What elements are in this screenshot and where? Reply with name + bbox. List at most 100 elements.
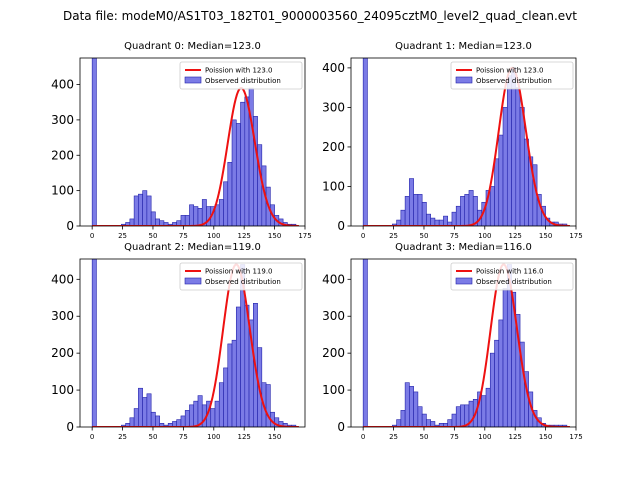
quadrant-2-plot-area [91,259,299,427]
quadrant-2-ytick-label: 400 [51,272,74,286]
quadrant-3-ytick-label: 400 [322,272,345,286]
quadrant-2-ytick-label: 0 [66,420,74,434]
quadrant-1-bar [468,190,474,226]
quadrant-1-ytick-label: 0 [337,219,345,233]
quadrant-0-ytick-label: 300 [51,113,74,127]
quadrant-0-bar [193,206,199,226]
quadrant-1-legend: Poission with 123.0 Observed distribution [450,61,574,90]
quadrant-1-axes-frame [350,57,577,227]
quadrant-0-bar [189,204,195,226]
quadrant-3-bar [498,319,504,427]
quadrant-2-xtick-label: 100 [207,433,220,441]
quadrant-2-ytick-label: 300 [51,309,74,323]
quadrant-3-bar [421,413,427,427]
quadrant-0-bar [231,119,237,226]
quadrant-3-bar [502,288,508,427]
quadrant-3-bar [396,419,402,427]
quadrant-1-xtick-label: 125 [509,232,522,240]
quadrant-2-xtick-label: 125 [238,433,251,441]
quadrant-2-xtick-label: 150 [268,433,281,441]
quadrant-0-xtick-label: 75 [179,232,188,240]
quadrant-2-ytick-label: 100 [51,383,74,397]
quadrant-2-bar [214,400,220,427]
quadrant-3-axes-frame [350,258,577,428]
quadrant-2-bar [150,411,156,427]
quadrant-1-legend-observed-swatch [455,76,473,84]
quadrant-3-xtick-label: 100 [478,433,491,441]
quadrant-1-bar [515,87,521,226]
quadrant-2-panel: 0 100 200 300 400 0 25 50 75 100 125 150 Quadrant 2:… [51,242,306,441]
quadrant-2-bar [265,384,271,427]
quadrant-0-legend-observed-label: Observed distribution [205,77,281,85]
quadrant-0-bar [184,215,190,226]
quadrant-3-legend-observed-label: Observed distribution [476,278,552,286]
quadrant-0-xtick-label: 150 [268,232,281,240]
quadrant-0-bar [142,190,148,226]
quadrant-3-bar [481,395,487,427]
quadrant-1-ytick-label: 300 [322,100,345,114]
quadrant-1-xtick-label: 50 [420,232,429,240]
quadrant-3-legend-observed-swatch [455,277,473,285]
quadrant-1-xtick-label: 25 [389,232,398,240]
quadrant-2-xtick-label: 0 [90,433,94,441]
quadrant-1-ytick-label: 200 [322,140,345,154]
quadrant-2-bar [210,408,216,427]
quadrant-0-bar [129,218,135,226]
quadrant-0-xtick-label: 25 [118,232,127,240]
quadrant-0-legend: Poission with 123.0 Observed distribution [179,61,303,90]
quadrant-1-bar [421,201,427,226]
quadrant-0-ytick-label: 200 [51,148,74,162]
quadrant-3-legend-box [450,262,574,291]
quadrant-1-bar [498,134,504,226]
quadrant-3-xtick-label: 125 [509,433,522,441]
quadrant-3-bar [494,339,500,427]
quadrant-1-xtick-label: 175 [569,232,582,240]
quadrant-3-ytick-label: 0 [337,420,345,434]
quadrant-0-bar [138,193,143,226]
quadrant-1-bar [404,196,410,226]
quadrant-2-bar [184,410,190,427]
quadrant-3-xtick-label: 175 [569,433,582,441]
quadrant-3-legend: Poission with 116.0 Observed distribution [450,262,574,291]
quadrant-2-bar [180,415,186,427]
quadrant-3-bar [430,421,436,427]
quadrant-0-panel: 0 100 200 300 400 0 25 50 75 100 125 150 175 Quadrant… [51,41,312,240]
quadrant-3-bar [409,386,414,427]
quadrant-0-ytick-label: 0 [66,219,74,233]
quadrant-2-legend-observed-label: Observed distribution [205,278,281,286]
quadrant-2-xtick-label: 75 [179,433,188,441]
quadrant-0-xtick-label: 50 [149,232,158,240]
quadrant-1-bar [430,217,436,226]
quadrant-0-bar [133,195,139,226]
quadrant-2-bar [193,400,199,427]
quadrant-0-ytick-label: 100 [51,184,74,198]
quadrant-1-legend-poisson-label: Poission with 123.0 [476,67,544,75]
quadrant-2-bar [155,415,160,427]
quadrant-3-bar [460,404,466,427]
quadrant-1-bar [519,107,525,226]
quadrant-0-axes-frame [79,57,306,227]
quadrant-1-ytick-label: 400 [322,61,345,75]
quadrant-3-bar [404,382,410,427]
quadrant-1-bar [464,194,470,226]
quadrant-1-bar [511,67,517,226]
quadrant-1-bar [362,58,368,226]
quadrant-2-legend-poisson-label: Poission with 119.0 [205,268,273,276]
quadrant-2-bar [138,387,143,427]
quadrant-2-bar [146,393,152,427]
quadrant-3-poisson-line [363,263,570,427]
quadrant-0-legend-poisson-label: Poission with 123.0 [205,67,273,75]
quadrant-3-ytick-label: 300 [322,309,345,323]
quadrant-2-bar [176,419,182,427]
quadrant-2-ytick-label: 200 [51,346,74,360]
quadrant-3-bar [485,387,491,427]
quadrant-2-bar [133,408,139,427]
quadrant-0-bar [146,195,152,226]
quadrant-1-bar [451,211,457,226]
quadrant-2-legend-observed-swatch [184,277,202,285]
quadrant-3-title: Quadrant 3: Median=116.0 [395,242,532,253]
quadrant-1-bar [409,178,414,226]
quadrant-1-bar [506,75,512,226]
quadrant-2-axes-frame [79,258,306,428]
quadrant-0-bar [180,215,186,226]
